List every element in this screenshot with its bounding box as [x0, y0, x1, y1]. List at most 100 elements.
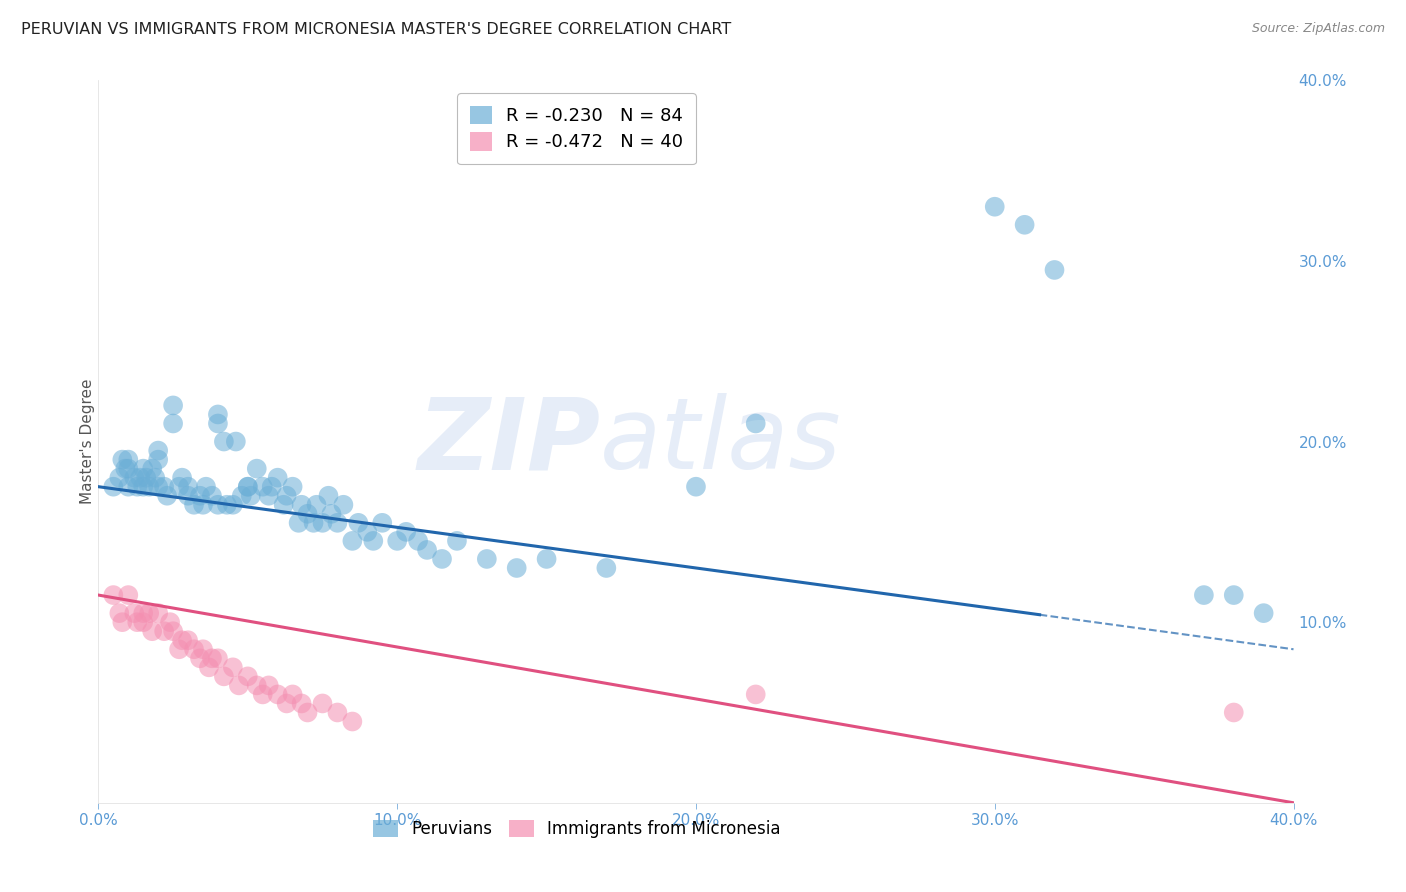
Point [1014, 218, 1036, 232]
Point [177, 489, 200, 503]
Point [167, 480, 190, 494]
Point [225, 434, 247, 449]
Point [207, 408, 229, 422]
Legend: Peruvians, Immigrants from Micronesia: Peruvians, Immigrants from Micronesia [366, 814, 787, 845]
Point [162, 398, 184, 412]
Point [141, 461, 163, 475]
Point [246, 678, 269, 692]
Point [297, 706, 319, 720]
Text: atlas: atlas [600, 393, 842, 490]
Point [342, 714, 364, 729]
Point [1192, 588, 1215, 602]
Point [321, 507, 343, 521]
Point [252, 687, 274, 701]
Point [302, 516, 325, 530]
Point [183, 642, 205, 657]
Point [132, 480, 155, 494]
Point [148, 452, 170, 467]
Point [276, 697, 298, 711]
Point [246, 461, 269, 475]
Point [138, 606, 160, 620]
Point [745, 687, 768, 701]
Point [201, 489, 224, 503]
Point [222, 660, 245, 674]
Point [291, 697, 314, 711]
Point [305, 498, 328, 512]
Point [191, 642, 214, 657]
Point [212, 669, 235, 683]
Point [281, 687, 304, 701]
Point [406, 533, 429, 548]
Point [195, 480, 218, 494]
Point [159, 615, 181, 630]
Point [595, 561, 617, 575]
Point [332, 498, 354, 512]
Point [108, 471, 131, 485]
Text: Source: ZipAtlas.com: Source: ZipAtlas.com [1251, 22, 1385, 36]
Point [685, 480, 707, 494]
Point [167, 642, 190, 657]
Point [103, 588, 125, 602]
Point [127, 615, 149, 630]
Point [117, 588, 139, 602]
Point [276, 489, 298, 503]
Point [326, 706, 349, 720]
Point [162, 624, 184, 639]
Point [291, 498, 314, 512]
Point [239, 489, 262, 503]
Point [311, 516, 333, 530]
Point [1253, 606, 1275, 620]
Point [236, 669, 259, 683]
Point [446, 533, 468, 548]
Point [135, 471, 157, 485]
Point [207, 417, 229, 431]
Point [177, 480, 200, 494]
Point [347, 516, 370, 530]
Point [172, 633, 194, 648]
Point [231, 489, 253, 503]
Point [371, 516, 394, 530]
Point [318, 489, 340, 503]
Point [124, 471, 146, 485]
Point [984, 200, 1007, 214]
Point [287, 516, 309, 530]
Point [129, 471, 152, 485]
Point [267, 471, 290, 485]
Point [117, 452, 139, 467]
Point [201, 651, 224, 665]
Point [236, 480, 259, 494]
Point [132, 615, 155, 630]
Point [228, 678, 250, 692]
Point [257, 678, 280, 692]
Point [198, 660, 221, 674]
Point [506, 561, 529, 575]
Text: PERUVIAN VS IMMIGRANTS FROM MICRONESIA MASTER'S DEGREE CORRELATION CHART: PERUVIAN VS IMMIGRANTS FROM MICRONESIA M… [21, 22, 731, 37]
Point [385, 533, 409, 548]
Point [177, 633, 200, 648]
Point [363, 533, 385, 548]
Text: ZIP: ZIP [418, 393, 600, 490]
Point [207, 498, 229, 512]
Point [141, 624, 163, 639]
Point [257, 489, 280, 503]
Point [311, 697, 333, 711]
Point [138, 480, 160, 494]
Point [108, 606, 131, 620]
Point [1043, 263, 1066, 277]
Point [188, 651, 211, 665]
Point [745, 417, 768, 431]
Point [222, 498, 245, 512]
Point [260, 480, 283, 494]
Point [416, 542, 439, 557]
Point [117, 461, 139, 475]
Point [188, 489, 211, 503]
Point [103, 480, 125, 494]
Point [395, 524, 418, 539]
Y-axis label: Master's Degree: Master's Degree [80, 379, 94, 504]
Point [536, 552, 558, 566]
Point [273, 498, 295, 512]
Point [172, 471, 194, 485]
Point [236, 480, 259, 494]
Point [1223, 588, 1246, 602]
Point [127, 480, 149, 494]
